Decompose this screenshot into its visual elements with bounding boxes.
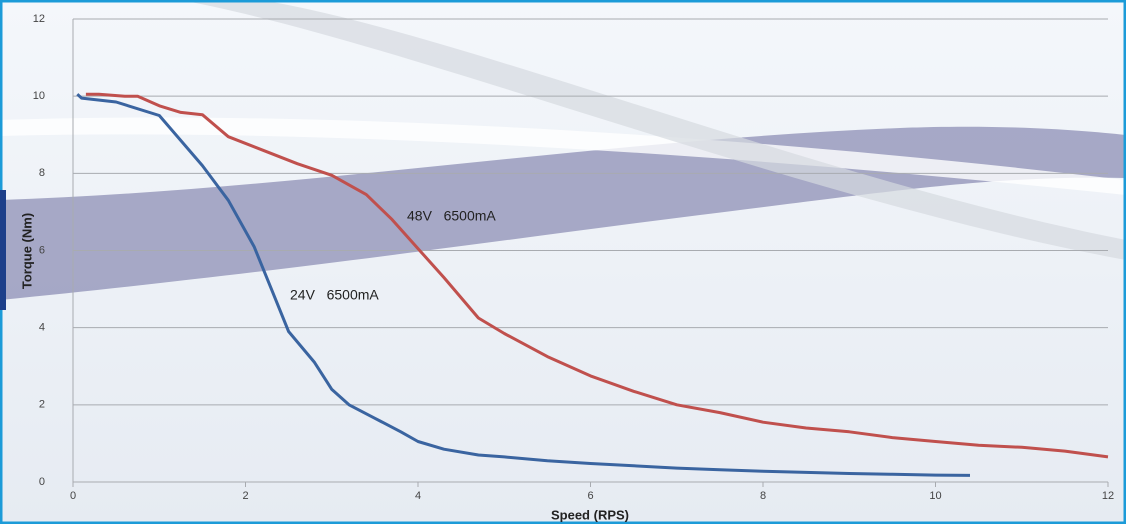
x-tick-label: 0 [70, 490, 76, 502]
y-tick-label: 6 [39, 244, 45, 256]
series-label: 24V 6500mA [290, 287, 379, 303]
x-tick-label: 4 [415, 490, 421, 502]
decor-swoosh [180, 0, 1126, 260]
series-label: 48V 6500mA [407, 208, 496, 224]
x-tick-label: 10 [929, 490, 941, 502]
decor-swoosh [0, 117, 1126, 195]
y-tick-label: 12 [33, 13, 45, 25]
x-tick-label: 2 [242, 490, 248, 502]
series-line [85, 92, 1109, 459]
y-axis-title: Torque (Nm) [19, 213, 34, 289]
y-tick-label: 2 [39, 399, 45, 411]
y-tick-label: 4 [39, 322, 45, 334]
y-tick-label: 8 [39, 167, 45, 179]
series-line [76, 93, 971, 477]
x-tick-label: 6 [587, 490, 593, 502]
y-tick-label: 0 [39, 476, 45, 488]
frame-accent [0, 190, 6, 310]
x-tick-label: 8 [760, 490, 766, 502]
x-tick-label: 12 [1102, 490, 1114, 502]
x-axis-title: Speed (RPS) [551, 507, 629, 522]
y-tick-label: 10 [33, 90, 45, 102]
